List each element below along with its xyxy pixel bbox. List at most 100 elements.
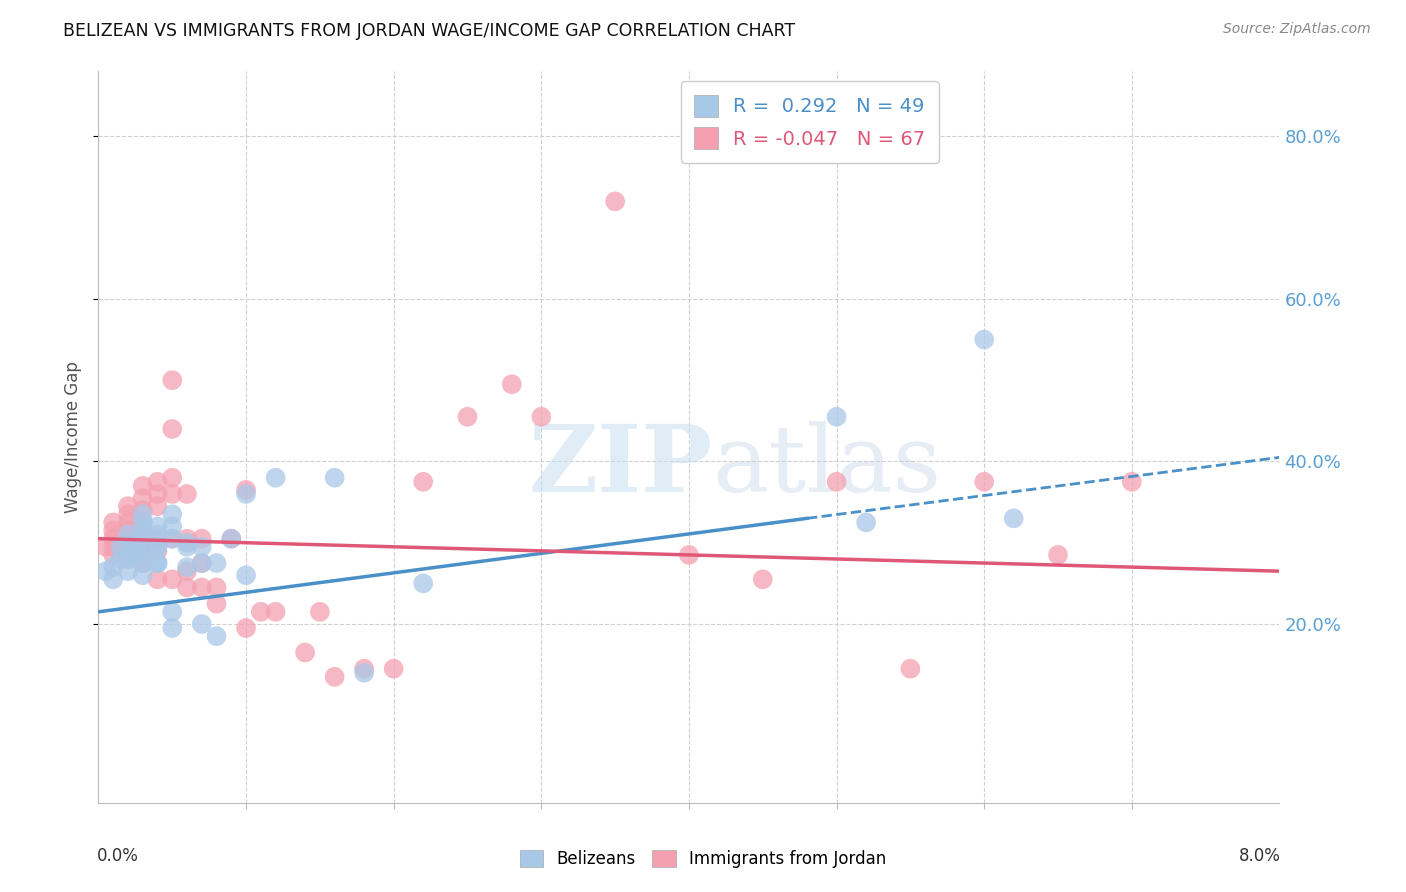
Point (219, 532, 242, 546)
Point (191, 532, 214, 546)
Point (132, 524, 155, 538)
Point (1002, 511, 1025, 525)
Point (162, 532, 183, 546)
Point (132, 527, 155, 541)
Point (162, 487, 183, 501)
Point (94, 540, 117, 554)
Point (117, 527, 139, 541)
Point (973, 475, 995, 489)
Point (973, 333, 995, 347)
Point (191, 556, 214, 570)
Point (605, 194, 627, 209)
Point (103, 524, 125, 538)
Point (124, 544, 146, 558)
Point (825, 409, 848, 424)
Point (250, 605, 273, 619)
Point (176, 581, 198, 595)
Point (501, 377, 523, 392)
Point (110, 540, 132, 554)
Point (191, 556, 214, 570)
Point (900, 662, 922, 676)
Point (294, 645, 316, 659)
Text: atlas: atlas (713, 421, 942, 511)
Point (855, 516, 877, 530)
Legend: R =  0.292   N = 49, R = -0.047   N = 67: R = 0.292 N = 49, R = -0.047 N = 67 (681, 81, 939, 163)
Point (146, 475, 169, 489)
Point (323, 471, 346, 485)
Point (205, 556, 228, 570)
Point (205, 629, 228, 643)
Point (146, 540, 169, 554)
Point (323, 670, 346, 684)
Point (176, 540, 198, 554)
Point (146, 556, 169, 570)
Point (117, 508, 139, 522)
Y-axis label: Wage/Income Gap: Wage/Income Gap (65, 361, 83, 513)
Point (308, 605, 332, 619)
Point (117, 552, 139, 566)
Point (117, 535, 139, 549)
Point (146, 556, 169, 570)
Point (103, 540, 125, 554)
Point (162, 422, 183, 436)
Point (132, 532, 155, 546)
Point (146, 532, 169, 546)
Point (146, 487, 169, 501)
Point (103, 532, 125, 546)
Point (264, 471, 287, 485)
Point (530, 409, 553, 424)
Point (132, 556, 155, 570)
Point (146, 540, 169, 554)
Point (412, 576, 434, 591)
Point (132, 491, 155, 505)
Point (191, 617, 214, 632)
Point (162, 373, 183, 387)
Point (103, 560, 125, 574)
Point (94, 564, 117, 578)
Point (117, 499, 139, 513)
Point (110, 552, 132, 566)
Point (176, 487, 198, 501)
Point (132, 540, 155, 554)
Point (103, 572, 125, 586)
Point (117, 540, 139, 554)
Text: 8.0%: 8.0% (1239, 847, 1281, 864)
Point (146, 572, 169, 586)
Point (353, 665, 375, 680)
Point (176, 560, 198, 574)
Point (132, 556, 155, 570)
Point (162, 471, 183, 485)
Point (382, 662, 405, 676)
Point (132, 503, 155, 517)
Point (191, 540, 214, 554)
Point (176, 564, 198, 578)
Point (176, 535, 198, 549)
Point (825, 475, 848, 489)
Point (132, 535, 155, 549)
Point (146, 527, 169, 541)
Point (132, 540, 155, 554)
Point (124, 535, 146, 549)
Point (132, 568, 155, 582)
Text: ZIP: ZIP (529, 421, 713, 511)
Point (235, 568, 257, 582)
Text: 0.0%: 0.0% (97, 847, 139, 864)
Point (751, 572, 773, 586)
Point (162, 532, 183, 546)
Point (117, 532, 139, 546)
Point (103, 548, 125, 562)
Point (110, 535, 132, 549)
Point (132, 516, 155, 530)
Point (117, 524, 139, 538)
Point (191, 581, 214, 595)
Point (264, 605, 287, 619)
Point (205, 597, 228, 611)
Point (1121, 475, 1143, 489)
Legend: Belizeans, Immigrants from Jordan: Belizeans, Immigrants from Jordan (513, 843, 893, 875)
Point (124, 548, 146, 562)
Point (353, 662, 375, 676)
Point (235, 621, 257, 635)
Point (146, 544, 169, 558)
Point (162, 605, 183, 619)
Point (117, 516, 139, 530)
